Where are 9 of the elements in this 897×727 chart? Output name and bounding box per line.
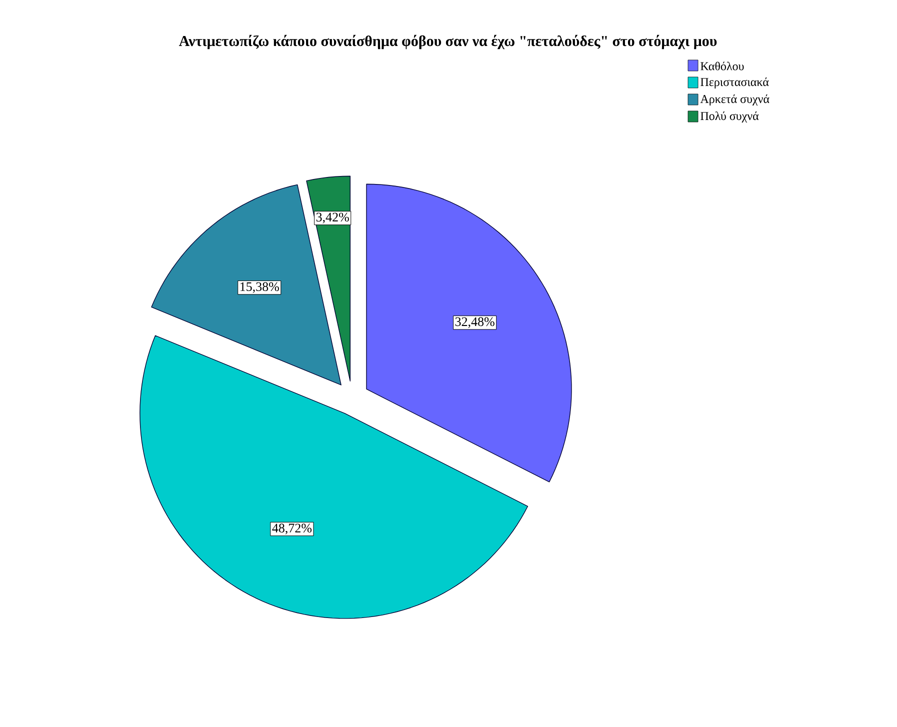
data-label: 32,48%: [455, 317, 494, 328]
data-label: 3,42%: [316, 212, 349, 224]
legend-label: Περιστασιακά: [700, 77, 769, 89]
data-label: 15,38%: [240, 282, 279, 293]
legend-label: Καθόλου: [700, 62, 744, 70]
legend-label: Αρκετά συχνά: [700, 94, 770, 106]
data-label: 48,72%: [272, 524, 312, 534]
chart-title: Αντιμετωπίζω κάποιο συναίσθημα φόβου σαν να έχω "πεταλούδες" στο στόμαχι μου: [178, 34, 717, 50]
legend-label: Πολύ συχνά: [700, 111, 759, 123]
